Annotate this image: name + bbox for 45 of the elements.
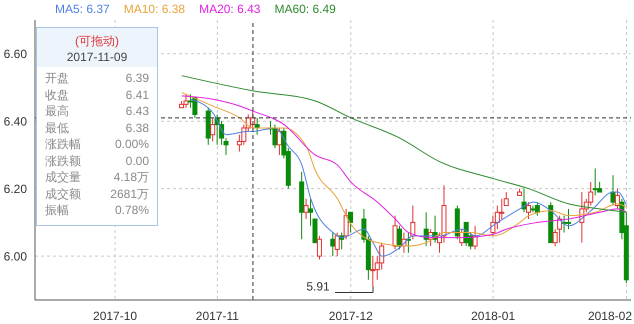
y-tick-label: 6.00 — [4, 249, 28, 264]
candlestick — [348, 212, 354, 234]
line-series — [181, 75, 628, 213]
candlestick — [344, 208, 349, 240]
annotation: (可拖动) — [74, 33, 120, 50]
annotation: 6.43 — [126, 103, 149, 120]
x-tick-label: 2018-02 — [588, 309, 632, 323]
annotation: 0.00 — [126, 152, 149, 169]
annotation: 最高 — [45, 103, 69, 120]
annotation: 4.18万 — [114, 169, 149, 186]
annotation: 振幅 — [45, 202, 69, 218]
text: MA5: 6.37 — [55, 2, 110, 16]
annotation: 涨跌额 — [45, 152, 81, 169]
annotation: 开盘 — [45, 70, 69, 86]
candlestick — [210, 117, 216, 142]
annotation: 6.38 — [126, 120, 149, 136]
text: MA20: 6.43 — [199, 2, 260, 16]
annotation: 最低 — [45, 120, 69, 136]
annotation: 2681万 — [110, 186, 149, 202]
candlestick — [526, 202, 531, 220]
annotation: 成交额 — [45, 186, 81, 202]
candlestick — [534, 202, 540, 216]
candlestick — [334, 232, 340, 257]
annotation: 涨跌幅 — [45, 136, 81, 152]
candlestick — [499, 198, 504, 220]
annotation: 收盘 — [45, 86, 69, 103]
annotation: 成交量 — [45, 169, 81, 186]
annotation: 6.41 — [126, 86, 149, 103]
text: MA60: 6.49 — [274, 2, 336, 16]
annotation: 6.39 — [126, 70, 149, 86]
annotation: 0.78% — [114, 202, 149, 218]
x-tick-label: 2018-01 — [471, 309, 516, 323]
candlestick — [316, 235, 322, 260]
x-tick-label: 2017-10 — [93, 309, 138, 323]
annotation: 2017-11-09 — [66, 50, 128, 64]
annotation: 5.91 — [306, 280, 330, 294]
x-tick-label: 2017-12 — [328, 309, 374, 323]
y-tick-label: 6.60 — [4, 46, 28, 61]
annotation: 0.00% — [114, 136, 149, 152]
x-tick-label: 2017-11 — [196, 309, 240, 323]
text: MA10: 6.38 — [124, 2, 186, 16]
y-tick-label: 6.40 — [4, 114, 28, 128]
candlestick — [396, 225, 402, 250]
y-tick-label: 6.20 — [4, 182, 28, 196]
candlestick — [304, 198, 309, 220]
